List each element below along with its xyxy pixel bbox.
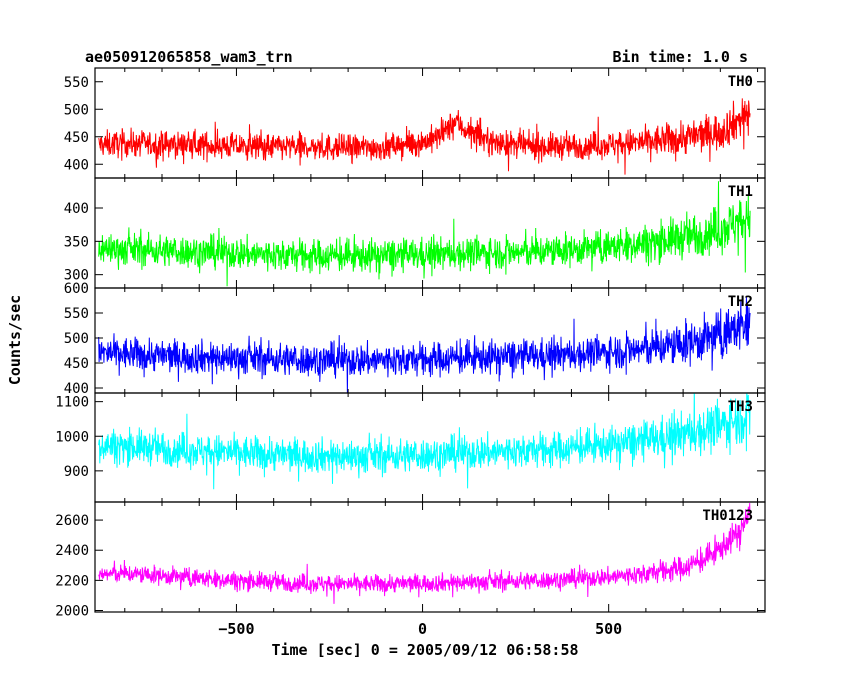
series-label-th3: TH3: [728, 399, 753, 415]
panel-th1: 300 350 400 TH1: [64, 177, 766, 289]
series-label-th0: TH0: [728, 74, 753, 90]
panel-frame: [94, 67, 766, 179]
y-tick-label: 400: [64, 201, 89, 217]
y-tick-label: 500: [64, 331, 89, 347]
panel-th3: 900 1000 1100 TH3: [55, 392, 766, 503]
y-tick-label: 1100: [55, 395, 89, 411]
y-tick-label: 2400: [55, 543, 89, 559]
panel-th0123: 2000 2200 2400 2600 TH0123: [55, 501, 766, 619]
series-line-th3: [98, 393, 751, 490]
panel-frame: [94, 287, 766, 394]
chart-title: ae050912065858_wam3_trn: [85, 48, 293, 66]
y-tick-label: 2200: [55, 573, 89, 589]
panel-frame: [94, 501, 766, 613]
series-label-th2: TH2: [728, 294, 753, 310]
y-tick-label: 300: [64, 268, 89, 284]
series-line-th1: [98, 181, 751, 287]
panel-th0: 400 450 500 550 TH0: [64, 67, 766, 179]
x-axis-label: Time [sec] 0 = 2005/09/12 06:58:58: [271, 641, 578, 659]
bin-time-label: Bin time: 1.0 s: [613, 48, 748, 66]
y-tick-label: 350: [64, 234, 89, 250]
series-line-th2: [98, 297, 751, 393]
x-axis-tick-labels: −500 0 500: [218, 620, 622, 638]
y-tick-label: 900: [64, 464, 89, 480]
x-tick-label: 500: [595, 620, 622, 638]
x-tick-label: 0: [418, 620, 427, 638]
series-line-th0123: [98, 502, 751, 604]
series-label-th0123: TH0123: [702, 508, 753, 524]
y-tick-label: 450: [64, 356, 89, 372]
y-tick-label: 2600: [55, 513, 89, 529]
panels-group: 400 450 500 550 TH0 300 350 400 TH1 400 450 500 550 6…: [55, 67, 766, 619]
series-label-th1: TH1: [728, 184, 753, 200]
series-line-th0: [98, 98, 751, 175]
y-tick-label: 2000: [55, 603, 89, 619]
x-tick-label: −500: [218, 620, 254, 638]
y-tick-label: 600: [64, 281, 89, 297]
y-tick-label: 400: [64, 381, 89, 397]
y-tick-label: 1000: [55, 429, 89, 445]
y-tick-label: 550: [64, 306, 89, 322]
y-tick-label: 500: [64, 102, 89, 118]
y-tick-label: 450: [64, 130, 89, 146]
y-axis-label: Counts/sec: [6, 295, 24, 385]
panel-th2: 400 450 500 550 600 TH2: [64, 281, 766, 397]
y-tick-label: 400: [64, 157, 89, 173]
y-tick-label: 550: [64, 75, 89, 91]
